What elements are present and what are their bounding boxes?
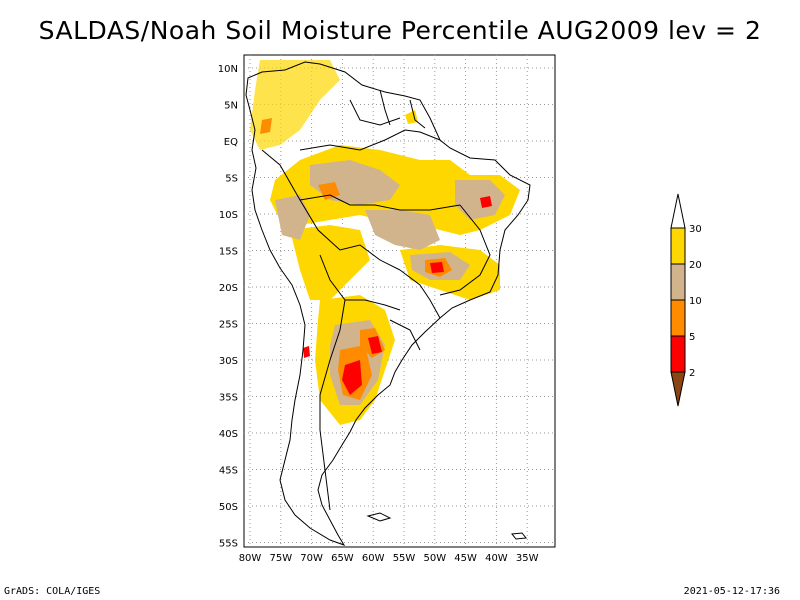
falkland-islands [366,512,392,522]
lat-tick-label: 35S [219,393,238,404]
plot-frame [243,54,556,548]
lat-tick-label: 20S [219,283,238,294]
lon-tick-label: 55W [393,553,416,564]
lon-tick-label: 80W [239,553,262,564]
percentile-shading [250,60,520,425]
colorbar-segment [670,227,686,265]
map-title: SALDAS/Noah Soil Moisture Percentile AUG… [38,16,762,45]
colorbar: 30 20 10 5 2 [670,193,702,407]
colorbar-label: 30 [689,224,702,235]
lon-tick-label: 35W [516,553,539,564]
lon-tick-label: 60W [362,553,385,564]
lat-tick-label: 40S [219,429,238,440]
lon-tick-label: 45W [454,553,477,564]
lat-tick-label: EQ [224,137,238,148]
colorbar-label: 2 [689,368,695,379]
lon-tick-label: 75W [269,553,292,564]
lon-tick-label: 50W [423,553,446,564]
lat-tick-label: 10N [218,64,238,75]
lat-tick-label: 5N [224,101,238,112]
lat-tick-label: 25S [219,320,238,331]
colorbar-label: 10 [689,296,702,307]
lon-tick-label: 70W [300,553,323,564]
footer-credit: GrADS: COLA/IGES [4,586,101,597]
lat-tick-label: 5S [225,174,238,185]
colorbar-top-arrow [670,193,686,229]
lon-tick-label: 65W [331,553,354,564]
latitude-tick-labels: 10N 5N EQ 5S 10S 15S 20S 25S 30S 35S 40S 45S 50S 55S [218,64,238,550]
lon-tick-label: 40W [485,553,508,564]
colorbar-label: 20 [689,260,702,271]
lat-tick-label: 45S [219,466,238,477]
longitude-tick-labels: 80W 75W 70W 65W 60W 55W 50W 45W 40W 35W [239,553,539,564]
colorbar-segment [670,263,686,301]
south-america-coastline [245,61,531,546]
colorbar-label: 5 [689,332,695,343]
colorbar-bottom-arrow [670,371,686,407]
footer-timestamp: 2021-05-12-17:36 [683,586,780,597]
lat-tick-label: 55S [219,539,238,550]
lat-tick-label: 30S [219,356,238,367]
colorbar-segment [670,335,686,373]
south-georgia-outline [511,532,527,540]
lat-tick-label: 50S [219,502,238,513]
country-borders [261,89,491,511]
lat-tick-label: 15S [219,247,238,258]
colorbar-segment [670,299,686,337]
lat-tick-label: 10S [219,210,238,221]
